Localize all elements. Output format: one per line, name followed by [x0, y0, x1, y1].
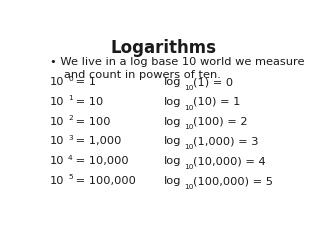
Text: 10: 10 — [50, 156, 64, 166]
Text: 4: 4 — [68, 155, 73, 161]
Text: 10: 10 — [50, 97, 64, 107]
Text: (10) = 1: (10) = 1 — [193, 97, 241, 107]
Text: • We live in a log base 10 world we measure: • We live in a log base 10 world we meas… — [50, 57, 304, 67]
Text: (1,000) = 3: (1,000) = 3 — [193, 137, 259, 146]
Text: 3: 3 — [68, 135, 73, 141]
Text: = 1: = 1 — [72, 77, 96, 87]
Text: (100) = 2: (100) = 2 — [193, 117, 248, 127]
Text: = 100,000: = 100,000 — [72, 176, 136, 186]
Text: 10: 10 — [184, 85, 193, 91]
Text: = 100: = 100 — [72, 117, 111, 127]
Text: log: log — [164, 137, 181, 146]
Text: Logarithms: Logarithms — [111, 39, 217, 57]
Text: 2: 2 — [68, 115, 73, 121]
Text: 10: 10 — [184, 184, 193, 190]
Text: 10: 10 — [50, 137, 64, 146]
Text: 0: 0 — [68, 76, 73, 82]
Text: log: log — [164, 117, 181, 127]
Text: = 10: = 10 — [72, 97, 103, 107]
Text: (10,000) = 4: (10,000) = 4 — [193, 156, 266, 166]
Text: 10: 10 — [50, 176, 64, 186]
Text: 1: 1 — [68, 95, 73, 101]
Text: 10: 10 — [184, 124, 193, 130]
Text: log: log — [164, 77, 181, 87]
Text: = 10,000: = 10,000 — [72, 156, 129, 166]
Text: 10: 10 — [184, 105, 193, 111]
Text: = 1,000: = 1,000 — [72, 137, 122, 146]
Text: 5: 5 — [68, 174, 73, 180]
Text: and count in powers of ten.: and count in powers of ten. — [64, 70, 220, 80]
Text: log: log — [164, 156, 181, 166]
Text: 10: 10 — [184, 144, 193, 150]
Text: 10: 10 — [50, 117, 64, 127]
Text: (100,000) = 5: (100,000) = 5 — [193, 176, 273, 186]
Text: log: log — [164, 176, 181, 186]
Text: log: log — [164, 97, 181, 107]
Text: 10: 10 — [50, 77, 64, 87]
Text: 10: 10 — [184, 164, 193, 170]
Text: (1) = 0: (1) = 0 — [193, 77, 233, 87]
